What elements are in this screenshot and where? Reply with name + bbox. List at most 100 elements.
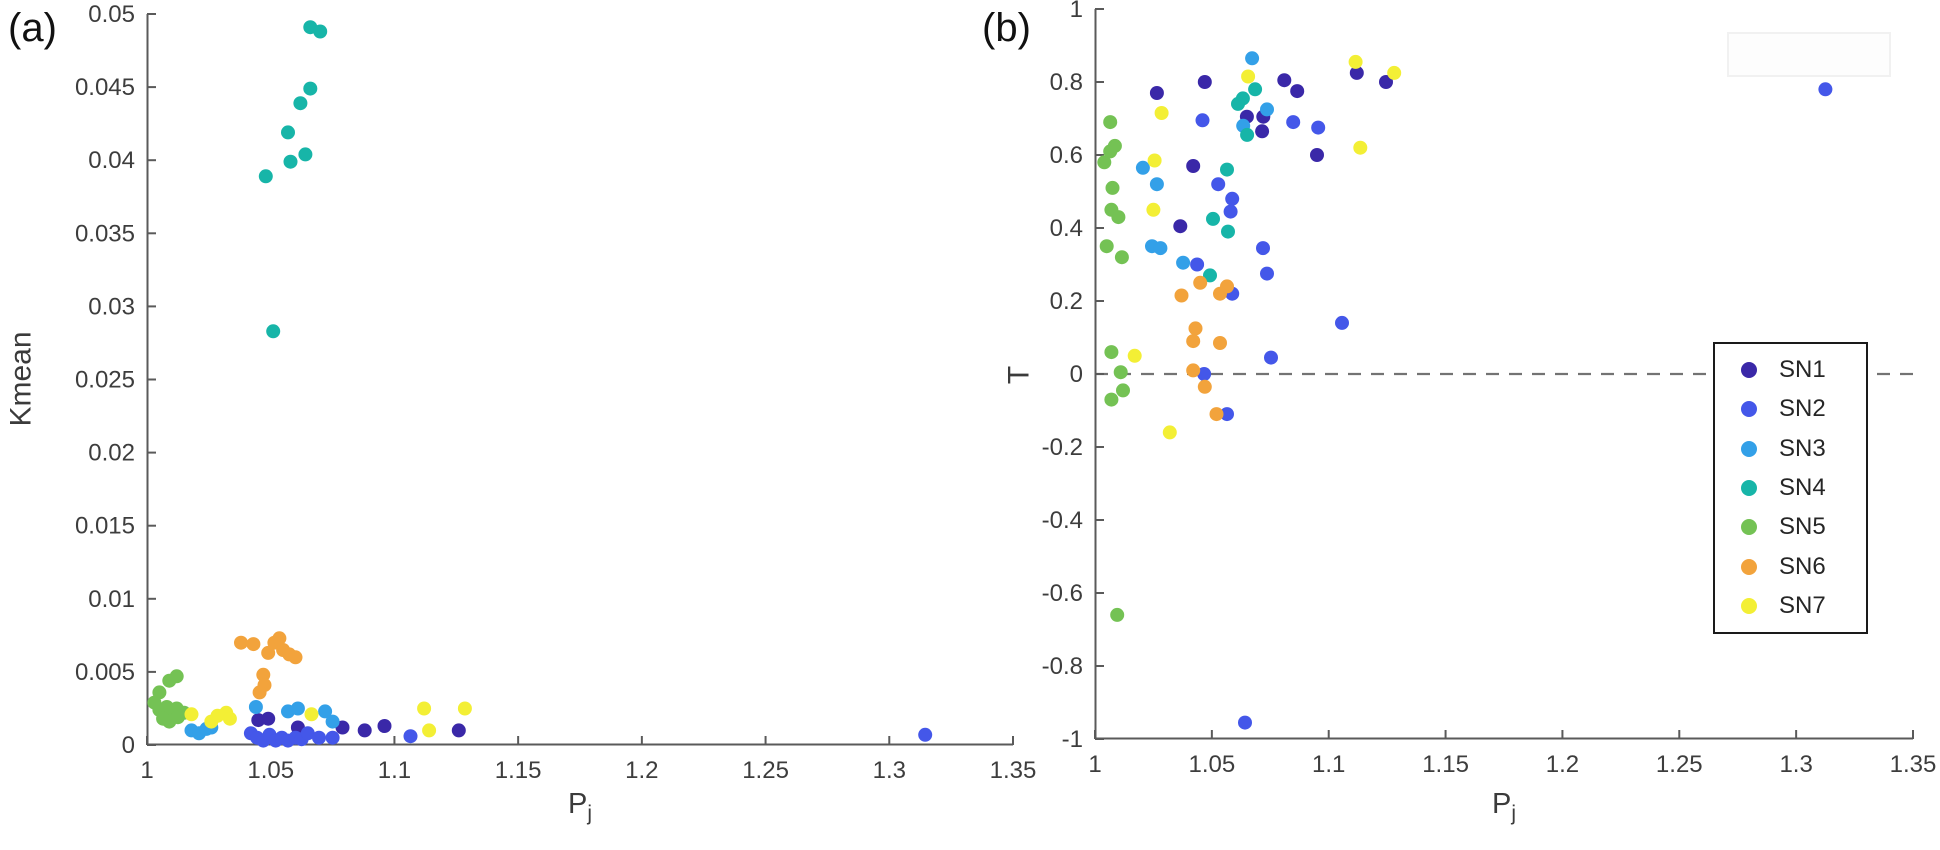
scatter-point-SN1 (1186, 159, 1201, 173)
scatter-point-SN2 (403, 729, 418, 744)
y-tick-label: 0.005 (75, 659, 135, 686)
scatter-point-SN2 (918, 727, 933, 742)
scatter-point-SN1 (1290, 84, 1305, 99)
scatter-point-SN2 (1220, 407, 1234, 422)
scatter-point-SN6 (1213, 336, 1227, 350)
scatter-point-SN4 (1231, 96, 1245, 111)
scatter-point-SN1 (357, 723, 372, 738)
legend-item-SN1: SN1 (1715, 356, 1866, 384)
x-tick-label: 1.35 (990, 757, 1037, 784)
scatter-point-SN2 (1211, 177, 1226, 192)
y-tick-label: -1 (1062, 726, 1083, 753)
y-tick-label: 0.015 (75, 513, 135, 540)
y-tick-label: 0.03 (88, 293, 135, 320)
legend-marker-icon (1741, 401, 1757, 418)
scatter-point-SN7 (1353, 140, 1368, 155)
scatter-point-SN2 (1818, 82, 1833, 97)
panel-a-xlabel-sub: j (587, 801, 592, 825)
scatter-point-SN4 (258, 169, 273, 184)
scatter-point-SN2 (1260, 266, 1274, 281)
panel-b-xlabel: Pj (1464, 788, 1544, 826)
legend-marker-icon (1741, 519, 1757, 536)
scatter-point-SN6 (1188, 321, 1203, 336)
y-tick-label: 0.05 (88, 1, 135, 28)
legend-item-SN6: SN6 (1715, 553, 1866, 581)
legend-label: SN6 (1779, 552, 1826, 580)
panel-a-ylabel: Kmean (4, 331, 38, 427)
scatter-point-SN1 (377, 719, 392, 733)
y-tick-label: 0.6 (1050, 142, 1083, 169)
scatter-point-SN7 (422, 723, 437, 738)
scatter-point-SN6 (272, 631, 287, 646)
panel-b-xlabel-base: P (1492, 788, 1512, 820)
y-tick-label: 0.025 (75, 367, 135, 394)
scatter-point-SN1 (1173, 219, 1188, 234)
scatter-point-SN3 (248, 700, 263, 714)
scatter-point-SN4 (1248, 82, 1263, 97)
scatter-point-SN7 (184, 707, 199, 722)
scatter-point-SN4 (1221, 224, 1235, 239)
scatter-point-SN6 (256, 667, 271, 682)
scatter-point-SN6 (1174, 288, 1189, 303)
scatter-point-SN3 (1260, 102, 1274, 117)
x-tick-label: 1.15 (495, 757, 542, 784)
y-tick-label: 0.4 (1050, 215, 1083, 242)
faint-box (1727, 32, 1891, 77)
legend-label: SN1 (1779, 355, 1826, 383)
scatter-point-SN5 (1099, 239, 1114, 254)
x-tick-label: 1.2 (1546, 751, 1579, 778)
scatter-point-SN1 (1149, 86, 1164, 100)
x-tick-label: 1.05 (247, 757, 294, 784)
scatter-point-SN1 (1349, 65, 1364, 80)
scatter-point-SN3 (1245, 51, 1260, 66)
legend-marker-icon (1741, 598, 1757, 615)
scatter-point-SN4 (303, 81, 318, 96)
scatter-point-SN2 (1225, 191, 1240, 206)
scatter-point-SN1 (1197, 75, 1212, 89)
scatter-point-SN7 (1147, 153, 1162, 168)
scatter-point-SN2 (1238, 715, 1252, 730)
x-tick-label: 1.1 (378, 757, 411, 784)
x-tick-label: 1.1 (1312, 751, 1345, 778)
scatter-point-SN4 (1240, 127, 1255, 142)
y-tick-label: 0.8 (1050, 69, 1083, 96)
scatter-point-SN7 (1387, 65, 1402, 80)
legend-marker-icon (1741, 440, 1757, 457)
x-tick-label: 1.15 (1422, 751, 1469, 778)
scatter-point-SN2 (300, 726, 315, 741)
scatter-point-SN7 (1146, 202, 1161, 217)
legend-item-SN7: SN7 (1715, 592, 1866, 620)
scatter-point-SN2 (1197, 367, 1212, 381)
legend-label: SN7 (1779, 592, 1826, 620)
scatter-point-SN2 (1286, 115, 1301, 130)
panel-a-xlabel-base: P (568, 788, 588, 820)
x-tick-label: 1.3 (1779, 751, 1812, 778)
scatter-point-SN5 (1116, 383, 1130, 398)
legend-item-SN2: SN2 (1715, 395, 1866, 423)
scatter-point-SN3 (290, 701, 305, 716)
scatter-point-SN2 (1195, 113, 1210, 128)
legend-label: SN4 (1779, 473, 1826, 501)
scatter-point-SN3 (1153, 241, 1168, 256)
legend-item-SN4: SN4 (1715, 474, 1866, 502)
legend-marker-icon (1741, 479, 1757, 496)
legend-item-SN5: SN5 (1715, 513, 1866, 541)
scatter-point-SN7 (1348, 54, 1363, 69)
y-tick-label: 0.045 (75, 74, 135, 101)
x-tick-label: 1.25 (1656, 751, 1703, 778)
legend: SN1 SN2 SN3 SN4 SN5 SN6 SN7 (1713, 342, 1868, 634)
panel-b-tag: (b) (982, 6, 1031, 50)
y-tick-label: 0.02 (88, 440, 135, 467)
scatter-point-SN1 (1277, 73, 1292, 88)
legend-label: SN5 (1779, 513, 1826, 541)
legend-label: SN2 (1779, 395, 1826, 423)
scatter-point-SN4 (298, 147, 313, 162)
y-tick-label: 0 (1070, 361, 1083, 388)
scatter-point-SN5 (1113, 365, 1128, 380)
scatter-point-SN5 (1111, 210, 1126, 225)
scatter-point-SN5 (1104, 392, 1119, 407)
x-tick-label: 1.25 (742, 757, 789, 784)
scatter-point-SN6 (1213, 286, 1227, 301)
scatter-point-SN1 (451, 723, 466, 738)
scatter-point-SN4 (1206, 211, 1220, 226)
